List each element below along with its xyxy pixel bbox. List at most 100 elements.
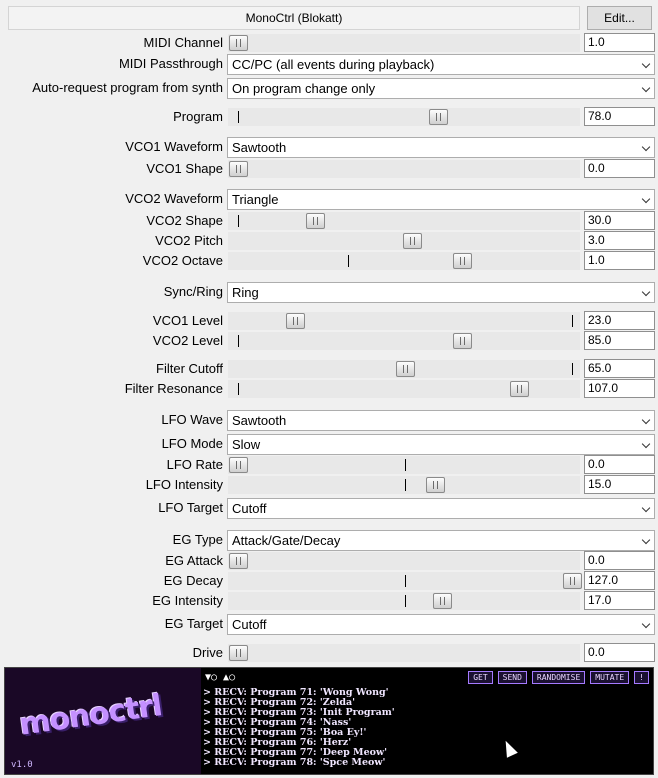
chevron-down-icon (641, 415, 651, 425)
panel-button-row: GET SEND RANDOMISE MUTATE! (468, 671, 649, 684)
midi-log: > RECV: Program 71: 'Wong Wong' > RECV: P… (203, 688, 643, 768)
vco2-waveform-row: VCO2 Waveform Triangle (0, 189, 658, 210)
panel-button-mutate[interactable]: MUTATE (590, 671, 630, 684)
program-value-field[interactable]: 78.0 (584, 107, 655, 126)
eg-attack-slider[interactable] (228, 552, 580, 570)
lfo-intensity-slider-thumb[interactable] (426, 477, 446, 493)
edit-button[interactable]: Edit... (587, 6, 652, 30)
vco1-shape-value-field[interactable]: 0.0 (584, 159, 655, 178)
chevron-down-icon (641, 535, 651, 545)
slider-tick (572, 363, 573, 375)
lfo-target-selected: Cutoff (232, 501, 267, 516)
vco2-level-slider[interactable] (228, 332, 580, 350)
eg-target-dropdown[interactable]: Cutoff (227, 614, 655, 635)
drive-row: Drive 0.0 (0, 643, 658, 663)
vco1-waveform-dropdown[interactable]: Sawtooth (227, 137, 655, 158)
vco2-waveform-dropdown[interactable]: Triangle (227, 189, 655, 210)
auto-request-label: Auto-request program from synth (32, 80, 223, 95)
vco1-shape-slider-thumb[interactable] (229, 161, 248, 177)
eg-target-row: EG Target Cutoff (0, 614, 658, 635)
eg-target-selected: Cutoff (232, 617, 267, 632)
chevron-down-icon (641, 194, 651, 204)
eg-decay-slider-thumb[interactable] (563, 573, 582, 589)
log-line: > RECV: Program 77: 'Deep Meow' (203, 747, 388, 758)
vco1-waveform-row: VCO1 Waveform Sawtooth (0, 137, 658, 158)
eg-decay-value-field[interactable]: 127.0 (584, 571, 655, 590)
midi-passthrough-dropdown[interactable]: CC/PC (all events during playback) (227, 54, 655, 75)
lfo-rate-slider[interactable] (228, 456, 580, 474)
panel-button-get[interactable]: GET (468, 671, 493, 684)
midi-passthrough-selected: CC/PC (all events during playback) (232, 57, 435, 72)
sync-ring-dropdown[interactable]: Ring (227, 282, 655, 303)
vco2-shape-slider[interactable] (228, 212, 580, 230)
vco2-pitch-value-field[interactable]: 3.0 (584, 231, 655, 250)
vco2-octave-slider[interactable] (228, 252, 580, 270)
vco2-waveform-selected: Triangle (232, 192, 279, 207)
vco1-shape-slider[interactable] (228, 160, 580, 178)
eg-decay-slider[interactable] (228, 572, 582, 590)
vco1-level-slider[interactable] (228, 312, 580, 330)
auto-request-selected: On program change only (232, 81, 376, 96)
lfo-mode-dropdown[interactable]: Slow (227, 434, 655, 455)
panel-button-send[interactable]: SEND (497, 671, 527, 684)
program-slider[interactable] (228, 108, 580, 126)
filter-cutoff-value-field[interactable]: 65.0 (584, 359, 655, 378)
vco2-pitch-slider[interactable] (228, 232, 580, 250)
eg-type-row: EG Type Attack/Gate/Decay (0, 530, 658, 551)
lfo-target-label: LFO Target (158, 500, 223, 515)
eg-attack-value-field[interactable]: 0.0 (584, 551, 655, 570)
filter-resonance-slider[interactable] (228, 380, 580, 398)
eg-intensity-slider-thumb[interactable] (432, 593, 452, 609)
eg-type-label: EG Type (172, 532, 223, 547)
midi-passthrough-row: MIDI Passthrough CC/PC (all events during… (0, 54, 658, 75)
vco2-shape-slider-thumb[interactable] (305, 213, 325, 229)
auto-request-dropdown[interactable]: On program change only (227, 78, 655, 99)
vco2-octave-value-field[interactable]: 1.0 (584, 251, 655, 270)
lfo-rate-value-field[interactable]: 0.0 (584, 455, 655, 474)
vco1-level-row: VCO1 Level 23.0 (0, 311, 658, 331)
vco2-pitch-slider-thumb[interactable] (402, 233, 422, 249)
eg-type-dropdown[interactable]: Attack/Gate/Decay (227, 530, 655, 551)
lfo-mode-selected: Slow (232, 437, 261, 452)
lfo-rate-label: LFO Rate (166, 457, 223, 472)
lfo-rate-slider-thumb[interactable] (229, 457, 248, 473)
filter-cutoff-slider-thumb[interactable] (396, 361, 415, 377)
vco2-level-value-field[interactable]: 85.0 (584, 331, 655, 350)
slider-tick (348, 255, 350, 267)
slider-tick (405, 459, 406, 471)
lfo-wave-dropdown[interactable]: Sawtooth (227, 410, 655, 431)
log-line: > RECV: Program 72: 'Zelda' (203, 697, 356, 708)
midi-channel-slider-thumb[interactable] (229, 35, 248, 51)
vco2-octave-row: VCO2 Octave 1.0 (0, 251, 658, 271)
filter-cutoff-slider[interactable] (228, 360, 580, 378)
vco2-level-slider-thumb[interactable] (452, 333, 472, 349)
lfo-intensity-slider[interactable] (228, 476, 580, 494)
vco2-shape-value-field[interactable]: 30.0 (584, 211, 655, 230)
monoctrl-panel: monoctrl v1.0 ▼○ ▲○ GET SEND RANDOMISE MUTA… (4, 667, 654, 775)
slider-tick (238, 215, 239, 227)
program-slider-thumb[interactable] (429, 109, 449, 125)
chevron-down-icon (641, 287, 651, 297)
midi-channel-value-field[interactable]: 1.0 (584, 33, 655, 52)
drive-value-field[interactable]: 0.0 (584, 643, 655, 662)
drive-slider[interactable] (228, 644, 580, 662)
eg-intensity-slider[interactable] (228, 592, 580, 610)
slider-tick (405, 595, 406, 607)
lfo-mode-row: LFO Mode Slow (0, 434, 658, 455)
vco1-shape-row: VCO1 Shape 0.0 (0, 159, 658, 179)
lfo-intensity-value-field[interactable]: 15.0 (584, 475, 655, 494)
drive-slider-thumb[interactable] (229, 645, 248, 661)
filter-resonance-value-field[interactable]: 107.0 (584, 379, 655, 398)
lfo-target-dropdown[interactable]: Cutoff (227, 498, 655, 519)
vco1-level-value-field[interactable]: 23.0 (584, 311, 655, 330)
panel-button-alert[interactable]: ! (634, 671, 649, 684)
eg-decay-row: EG Decay 127.0 (0, 571, 658, 591)
midi-channel-slider[interactable] (228, 34, 580, 52)
filter-resonance-slider-thumb[interactable] (509, 381, 529, 397)
panel-button-randomise[interactable]: RANDOMISE (531, 671, 586, 684)
vco2-octave-slider-thumb[interactable] (452, 253, 472, 269)
vco1-level-slider-thumb[interactable] (285, 313, 305, 329)
eg-intensity-value-field[interactable]: 17.0 (584, 591, 655, 610)
eg-attack-slider-thumb[interactable] (229, 553, 248, 569)
eg-decay-label: EG Decay (163, 573, 223, 588)
